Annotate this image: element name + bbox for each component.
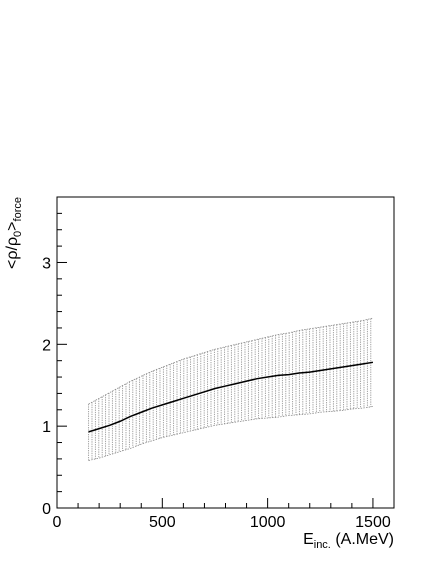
x-tick-label: 1000 (250, 514, 286, 531)
band-upper-edge (88, 317, 374, 405)
y-tick-label: 2 (42, 337, 51, 354)
error-band (88, 317, 374, 461)
x-tick-label: 0 (53, 514, 62, 531)
series-layer (88, 361, 374, 433)
x-tick-label: 1500 (355, 514, 391, 531)
y-tick-label: 0 (42, 501, 51, 518)
y-tick-label: 1 (42, 419, 51, 436)
plot-frame (56, 196, 395, 509)
y-tick-label: 3 (42, 255, 51, 272)
axis-ticks (56, 196, 395, 509)
x-tick-label: 500 (149, 514, 176, 531)
series-line (88, 361, 374, 433)
band-lower-edge (88, 406, 374, 461)
y-axis-label: <ρ/ρ0>force (4, 197, 24, 269)
x-axis-label: Einc. (A.MeV) (303, 531, 394, 551)
tick-labels: 0 500 1000 1500 0 1 2 3 (42, 255, 391, 531)
